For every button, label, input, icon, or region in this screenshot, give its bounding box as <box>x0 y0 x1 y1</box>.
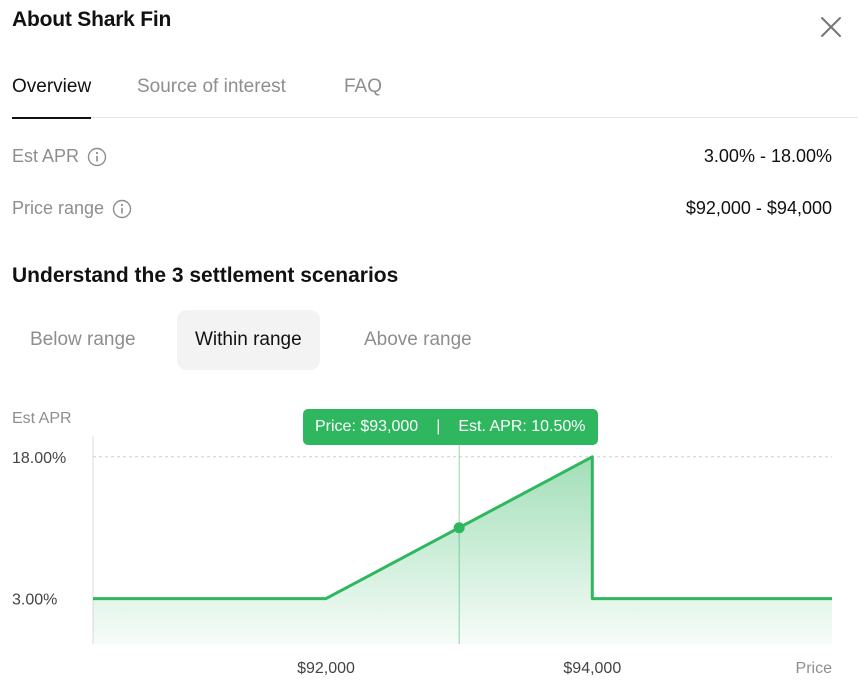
tooltip-apr: Est. APR: 10.50% <box>458 418 586 435</box>
x-tick-label: $92,000 <box>297 660 355 677</box>
detail-label: Price range <box>12 198 105 218</box>
detail-value: $92,000 - $94,000 <box>685 198 832 218</box>
tab-source-of-interest[interactable]: Source of interest <box>137 76 286 97</box>
detail-label: Est APR <box>12 146 80 166</box>
y-tick-label: 3.00% <box>12 592 57 609</box>
tooltip-price: Price: $93,000 <box>315 418 419 435</box>
tab-bar: Overview Source of interest FAQ <box>12 74 858 119</box>
close-icon <box>821 17 841 37</box>
modal-title: About Shark Fin <box>12 8 172 31</box>
info-icon[interactable] <box>87 147 107 167</box>
apr-chart-svg: Est APR 3.00% 18.00% $92,000 $94,000 Price <box>12 410 833 677</box>
x-axis-label: Price <box>796 660 833 677</box>
scenario-above-range[interactable]: Above range <box>364 329 472 350</box>
apr-line <box>93 455 832 601</box>
scenario-below-range[interactable]: Below range <box>30 329 136 350</box>
apr-chart: Est APR 3.00% 18.00% $92,000 $94,000 Price … <box>0 400 858 694</box>
price-tooltip: Price: $93,000 | Est. APR: 10.50% <box>303 409 598 445</box>
info-icon[interactable] <box>112 199 132 219</box>
tab-overview[interactable]: Overview <box>12 74 92 119</box>
detail-row-est-apr: Est APR 3.00% - 18.00% <box>12 146 832 172</box>
modal-header: About Shark Fin <box>12 8 846 48</box>
section-title: Understand the 3 settlement scenarios <box>12 264 399 287</box>
apr-area <box>93 456 832 644</box>
tab-faq[interactable]: FAQ <box>344 76 383 97</box>
tooltip-separator: | <box>436 418 441 435</box>
x-tick-label: $94,000 <box>563 660 621 677</box>
detail-value: 3.00% - 18.00% <box>703 146 832 166</box>
close-button[interactable] <box>818 14 844 40</box>
y-tick-label: 18.00% <box>12 450 66 467</box>
detail-row-price-range: Price range $92,000 - $94,000 <box>12 198 832 224</box>
scenario-within-range[interactable]: Within range <box>177 310 320 370</box>
y-axis-label: Est APR <box>12 410 72 427</box>
tooltip-marker[interactable] <box>453 522 465 534</box>
